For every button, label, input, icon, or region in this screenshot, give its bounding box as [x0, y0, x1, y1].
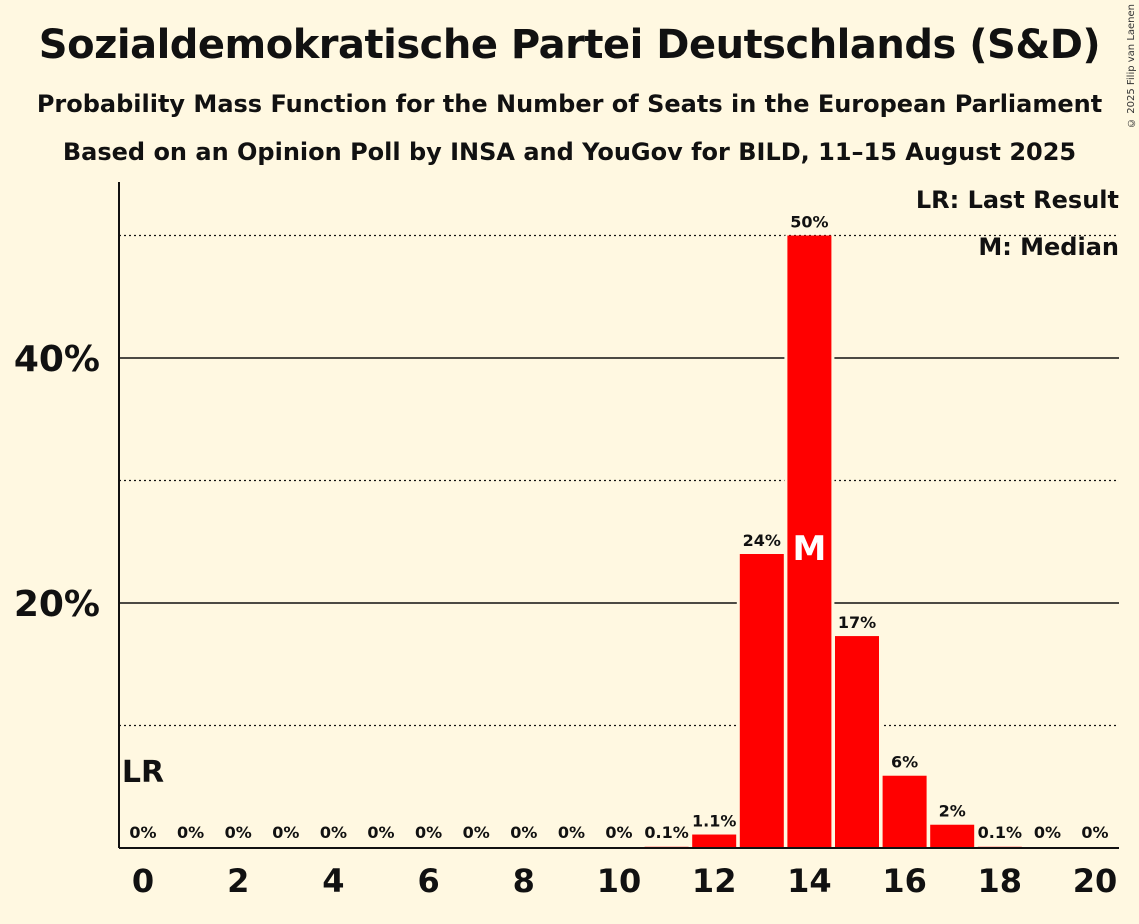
bar: [739, 554, 784, 848]
bar-value-label: 0%: [415, 823, 442, 842]
bars: [644, 235, 1022, 848]
bar: [882, 775, 927, 848]
x-tick-label: 14: [787, 862, 832, 900]
bar-value-label: 0%: [272, 823, 299, 842]
bar-value-label: 0%: [225, 823, 252, 842]
bar-value-label: 17%: [838, 613, 876, 632]
bar: [835, 636, 879, 848]
x-tick-label: 10: [597, 862, 642, 900]
bar-value-label: 0%: [177, 823, 204, 842]
bar-value-label: 0%: [510, 823, 537, 842]
bar-value-label: 2%: [939, 802, 966, 821]
x-tick-label: 0: [132, 862, 154, 900]
x-tick-label: 4: [322, 862, 344, 900]
x-tick-label: 16: [882, 862, 927, 900]
bar-value-label: 0%: [463, 823, 490, 842]
bar-value-label: 0%: [129, 823, 156, 842]
chart-source: Based on an Opinion Poll by INSA and You…: [62, 138, 1077, 166]
chart-title: Sozialdemokratische Partei Deutschlands …: [38, 22, 1101, 68]
bar-value-label: 0.1%: [644, 823, 688, 842]
x-tick-label: 20: [1073, 862, 1118, 900]
axes: [118, 182, 1119, 849]
bar: [930, 824, 975, 848]
bar-value-label: 0%: [1034, 823, 1061, 842]
bar-value-label: 0%: [367, 823, 394, 842]
markers: M LR: [122, 529, 826, 790]
y-tick-labels: 20% 40%: [14, 339, 100, 625]
bar-value-label: 0%: [605, 823, 632, 842]
x-tick-label: 6: [417, 862, 439, 900]
bar-value-label: 24%: [743, 531, 781, 550]
bar-value-label: 0%: [320, 823, 347, 842]
bar: [692, 834, 737, 848]
x-tick-label: 2: [227, 862, 249, 900]
median-marker: M: [792, 529, 826, 569]
last-result-marker: LR: [122, 755, 164, 790]
gridlines: [119, 234, 1119, 727]
bar: [787, 235, 832, 848]
x-tick-label: 12: [692, 862, 737, 900]
legend-last-result: LR: Last Result: [915, 186, 1119, 214]
x-tick-label: 18: [978, 862, 1023, 900]
bar-value-label: 0%: [558, 823, 585, 842]
y-tick-label: 40%: [14, 339, 100, 380]
bar-value-label: 1.1%: [692, 812, 736, 831]
x-tick-labels: 0 2 4 6 8 10 12 14 16 18 20: [132, 862, 1117, 900]
legend-median: M: Median: [978, 233, 1119, 261]
x-tick-label: 8: [513, 862, 535, 900]
bar-labels: 0% 0% 0% 0% 0% 0% 0% 0% 0% 0% 0% 0.1%1.1%24%50%17%6…: [129, 213, 1108, 843]
bar-value-label: 0.1%: [978, 823, 1022, 842]
bar-value-label: 6%: [891, 753, 918, 772]
y-tick-label: 20%: [14, 584, 100, 625]
chart-subtitle: Probability Mass Function for the Number…: [36, 90, 1103, 118]
bar-value-label: 50%: [790, 213, 828, 232]
bar-value-label: 0%: [1081, 823, 1108, 842]
